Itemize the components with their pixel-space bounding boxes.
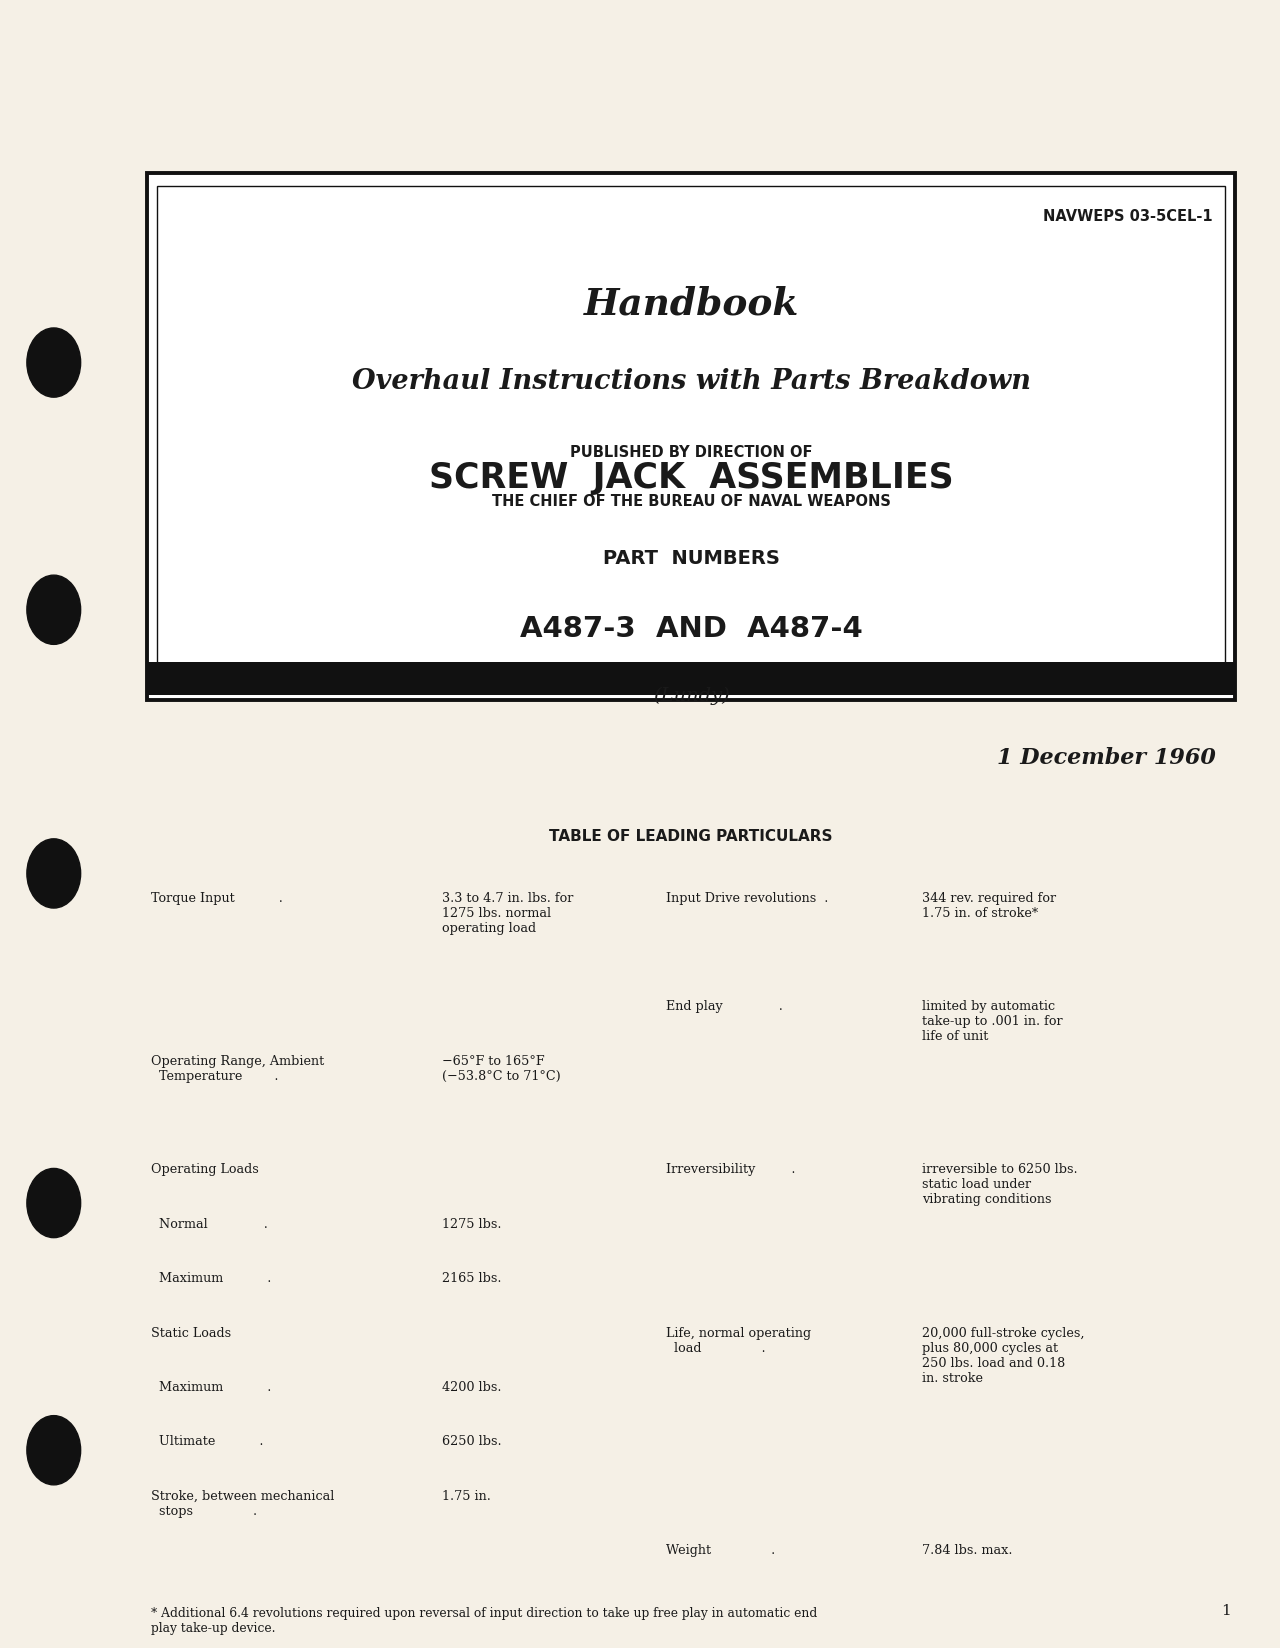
Text: 1 December 1960: 1 December 1960 xyxy=(997,747,1216,768)
Text: THE CHIEF OF THE BUREAU OF NAVAL WEAPONS: THE CHIEF OF THE BUREAU OF NAVAL WEAPONS xyxy=(492,494,891,509)
Bar xyxy=(147,662,1235,695)
Circle shape xyxy=(27,1416,81,1485)
Text: PART  NUMBERS: PART NUMBERS xyxy=(603,549,780,569)
Text: Maximum           .: Maximum . xyxy=(151,1272,271,1285)
Text: TABLE OF LEADING PARTICULARS: TABLE OF LEADING PARTICULARS xyxy=(549,829,833,844)
Bar xyxy=(147,173,1235,700)
Text: Operating Range, Ambient
  Temperature        .: Operating Range, Ambient Temperature . xyxy=(151,1055,324,1083)
Circle shape xyxy=(27,575,81,644)
Text: 2165 lbs.: 2165 lbs. xyxy=(442,1272,500,1285)
Text: 1275 lbs.: 1275 lbs. xyxy=(442,1218,500,1231)
Text: Stroke, between mechanical
  stops               .: Stroke, between mechanical stops . xyxy=(151,1490,334,1518)
Text: Ultimate           .: Ultimate . xyxy=(151,1435,264,1449)
Text: SCREW  JACK  ASSEMBLIES: SCREW JACK ASSEMBLIES xyxy=(429,461,954,496)
Text: Static Loads: Static Loads xyxy=(151,1327,232,1340)
Text: * Additional 6.4 revolutions required upon reversal of input direction to take u: * Additional 6.4 revolutions required up… xyxy=(151,1607,818,1635)
Text: 20,000 full-stroke cycles,
plus 80,000 cycles at
250 lbs. load and 0.18
in. stro: 20,000 full-stroke cycles, plus 80,000 c… xyxy=(922,1327,1084,1384)
Text: NAVWEPS 03-5CEL-1: NAVWEPS 03-5CEL-1 xyxy=(1042,209,1212,224)
Text: Overhaul Instructions with Parts Breakdown: Overhaul Instructions with Parts Breakdo… xyxy=(352,368,1030,394)
Text: irreversible to 6250 lbs.
static load under
vibrating conditions: irreversible to 6250 lbs. static load un… xyxy=(922,1163,1078,1206)
Text: Operating Loads: Operating Loads xyxy=(151,1163,259,1177)
Text: Torque Input           .: Torque Input . xyxy=(151,892,283,905)
Text: Normal              .: Normal . xyxy=(151,1218,268,1231)
Text: 344 rev. required for
1.75 in. of stroke*: 344 rev. required for 1.75 in. of stroke… xyxy=(922,892,1056,920)
Text: 3.3 to 4.7 in. lbs. for
1275 lbs. normal
operating load: 3.3 to 4.7 in. lbs. for 1275 lbs. normal… xyxy=(442,892,573,934)
Text: 6250 lbs.: 6250 lbs. xyxy=(442,1435,502,1449)
Text: −65°F to 165°F
(−53.8°C to 71°C): −65°F to 165°F (−53.8°C to 71°C) xyxy=(442,1055,561,1083)
Text: PUBLISHED BY DIRECTION OF: PUBLISHED BY DIRECTION OF xyxy=(570,445,813,460)
Text: End play              .: End play . xyxy=(666,1000,782,1014)
Text: Life, normal operating
  load               .: Life, normal operating load . xyxy=(666,1327,810,1355)
Text: 1.75 in.: 1.75 in. xyxy=(442,1490,490,1503)
Text: (Lundy): (Lundy) xyxy=(653,687,730,705)
Text: 1: 1 xyxy=(1221,1605,1231,1618)
Text: Weight               .: Weight . xyxy=(666,1544,774,1557)
Text: Irreversibility         .: Irreversibility . xyxy=(666,1163,795,1177)
Text: A487-3  AND  A487-4: A487-3 AND A487-4 xyxy=(520,615,863,643)
Circle shape xyxy=(27,328,81,397)
Text: 4200 lbs.: 4200 lbs. xyxy=(442,1381,500,1394)
Text: 7.84 lbs. max.: 7.84 lbs. max. xyxy=(922,1544,1012,1557)
Text: Maximum           .: Maximum . xyxy=(151,1381,271,1394)
Text: limited by automatic
take-up to .001 in. for
life of unit: limited by automatic take-up to .001 in.… xyxy=(922,1000,1062,1043)
Text: Handbook: Handbook xyxy=(584,285,799,321)
Circle shape xyxy=(27,1168,81,1238)
Bar xyxy=(157,186,1225,687)
Text: Input Drive revolutions  .: Input Drive revolutions . xyxy=(666,892,828,905)
Circle shape xyxy=(27,839,81,908)
